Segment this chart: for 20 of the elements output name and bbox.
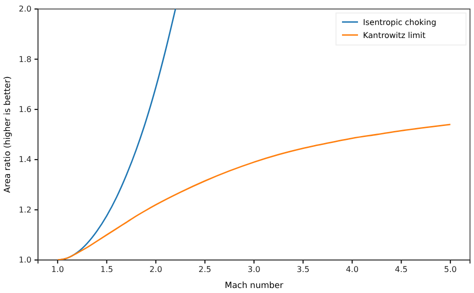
x-tick-label: 1.0 bbox=[51, 265, 64, 274]
x-tick-label: 2.0 bbox=[149, 265, 162, 274]
x-tick-label: 3.5 bbox=[296, 265, 310, 274]
y-tick-label: 2.0 bbox=[18, 4, 32, 14]
y-tick-label: 1.2 bbox=[18, 205, 32, 214]
y-axis-title: Area ratio (higher is better) bbox=[3, 76, 13, 193]
y-tick-label: 1.4 bbox=[18, 155, 32, 164]
y-tick-label: 1.0 bbox=[18, 256, 32, 265]
legend-label: Isentropic choking bbox=[363, 18, 436, 27]
x-tick-label: 4.5 bbox=[394, 265, 408, 274]
x-tick-label: 4.0 bbox=[346, 265, 359, 274]
x-tick-label: 2.5 bbox=[198, 265, 212, 274]
line-series bbox=[56, 124, 452, 260]
y-tick-label: 1.6 bbox=[18, 104, 32, 114]
x-tick-label: 1.5 bbox=[100, 265, 114, 274]
x-tick-label: 5.0 bbox=[444, 265, 457, 274]
y-tick-label: 1.8 bbox=[18, 54, 32, 64]
legend-label: Kantrowitz limit bbox=[363, 31, 426, 40]
x-tick-label: 3.0 bbox=[248, 265, 260, 274]
x-axis-title: Mach number bbox=[224, 281, 284, 291]
